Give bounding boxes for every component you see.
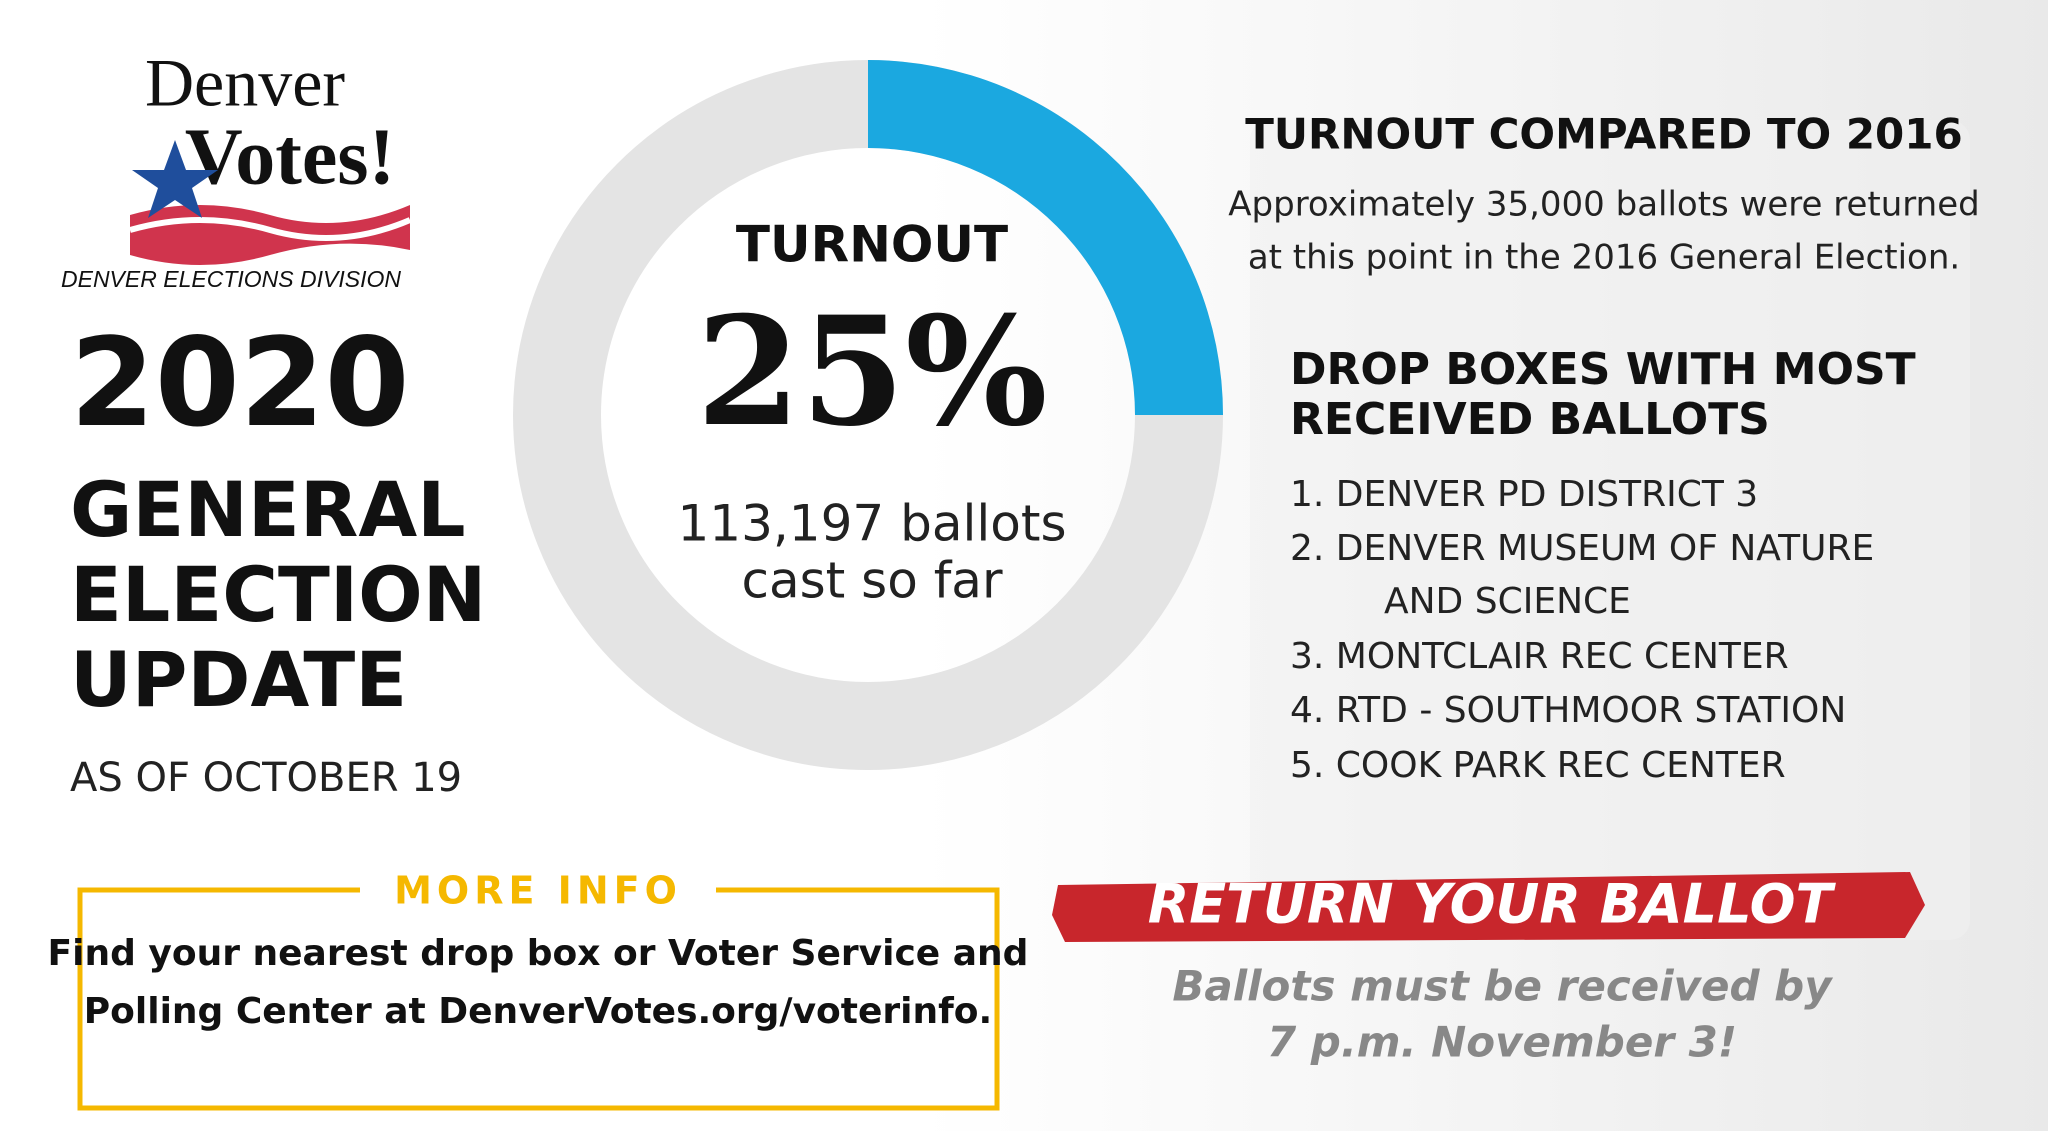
section-title: RECEIVED BALLOTS: [1290, 394, 1770, 445]
list-item: 1. DENVER PD DISTRICT 3: [1290, 474, 1758, 515]
donut-label: TURNOUT: [736, 216, 1008, 274]
section-title: TURNOUT COMPARED TO 2016: [1245, 110, 1962, 159]
cta-banner: [1052, 872, 1925, 942]
cta-text: Ballots must be received by: [1172, 962, 1833, 1011]
headline-date: AS OF OCTOBER 19: [70, 755, 462, 801]
section-title: DROP BOXES WITH MOST: [1290, 344, 1916, 395]
headline-line: GENERAL: [70, 465, 466, 554]
info-title-bg: [360, 870, 716, 910]
list-item: AND SCIENCE: [1384, 581, 1631, 622]
logo-stripe: [129, 217, 412, 241]
logo-text: Denver: [145, 45, 345, 121]
info-title: MORE INFO: [394, 869, 682, 913]
section-text: Approximately 35,000 ballots were return…: [1228, 185, 1979, 225]
headline-line: ELECTION: [70, 550, 486, 639]
donut-detail: 113,197 ballots: [677, 495, 1066, 553]
cta-banner-text: RETURN YOUR BALLOT: [1148, 873, 1837, 936]
list-item: 2. DENVER MUSEUM OF NATURE: [1290, 528, 1874, 569]
info-text: Find your nearest drop box or Voter Serv…: [48, 933, 1029, 974]
list-item: 5. COOK PARK REC CENTER: [1290, 745, 1786, 786]
cta-text: 7 p.m. November 3!: [1267, 1018, 1737, 1067]
list-item: 3. MONTCLAIR REC CENTER: [1290, 636, 1789, 677]
logo-star: [132, 140, 218, 218]
donut-value-label: 25%: [696, 284, 1047, 460]
turnout-donut: [513, 60, 1223, 770]
info-box: [77, 887, 1000, 1111]
headline-line: UPDATE: [70, 635, 407, 724]
section-text: at this point in the 2016 General Electi…: [1248, 238, 1960, 278]
donut-segment: [868, 60, 1223, 415]
info-text: Polling Center at DenverVotes.org/voteri…: [84, 991, 992, 1032]
logo-subtitle: DENVER ELECTIONS DIVISION: [61, 266, 401, 292]
list-item: 4. RTD - SOUTHMOOR STATION: [1290, 690, 1846, 731]
logo-text: Votes!: [185, 113, 395, 201]
donut-detail: cast so far: [741, 552, 1002, 610]
photo-backdrop: [1250, 120, 1970, 940]
headline-year: 2020: [70, 312, 410, 454]
